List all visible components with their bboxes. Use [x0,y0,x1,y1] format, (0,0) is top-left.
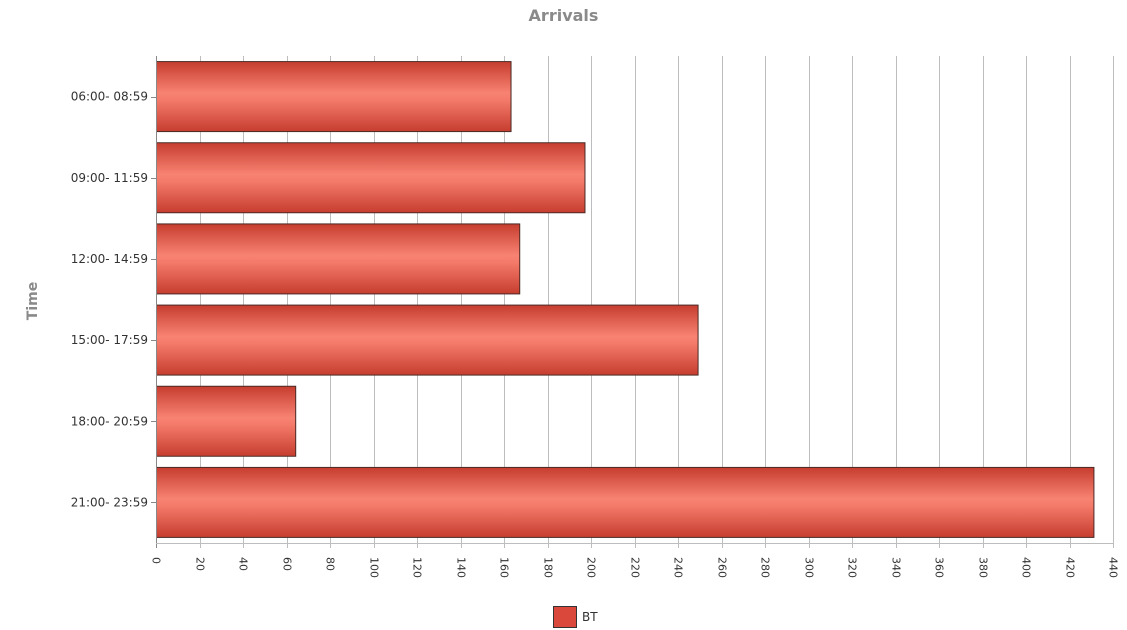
legend: BT [553,605,598,629]
x-tick-label: 180 [542,557,555,578]
x-tick-label: 440 [1107,557,1120,578]
x-tick-label: 220 [629,557,642,578]
legend-swatch-bt [553,606,577,628]
x-tick-label: 380 [977,557,990,578]
legend-label-bt: BT [582,610,598,624]
x-tick-label: 120 [411,557,424,578]
bar [156,466,1095,538]
bar [156,223,521,295]
bar [156,61,512,133]
x-tick-label: 360 [933,557,946,578]
y-tick-label: 12:00- 14:59 [71,252,148,266]
x-tick-label: 300 [803,557,816,578]
y-tick-label: 21:00- 23:59 [71,495,148,509]
bar [156,142,586,214]
x-tick-label: 260 [716,557,729,578]
x-tick-label: 200 [585,557,598,578]
y-tick-label: 18:00- 20:59 [71,414,148,428]
x-tick-label: 240 [672,557,685,578]
x-tick-label: 40 [237,557,250,571]
x-tick-label: 60 [281,557,294,571]
x-tick-label: 100 [368,557,381,578]
y-tick-label: 15:00- 17:59 [71,333,148,347]
bar [156,385,297,457]
chart-title: Arrivals [528,6,599,25]
y-tick-label: 06:00- 08:59 [71,90,148,104]
x-tick-label: 420 [1064,557,1077,578]
x-tick-label: 340 [890,557,903,578]
x-tick-label: 400 [1020,557,1033,578]
x-tick-label: 80 [324,557,337,571]
bar [156,304,699,376]
x-tick-label: 0 [150,557,163,564]
y-tick-label: 09:00- 11:59 [71,171,148,185]
x-tick-label: 280 [759,557,772,578]
x-tick-label: 140 [455,557,468,578]
x-tick-label: 320 [846,557,859,578]
x-tick-label: 20 [194,557,207,571]
x-tick-label: 160 [498,557,511,578]
